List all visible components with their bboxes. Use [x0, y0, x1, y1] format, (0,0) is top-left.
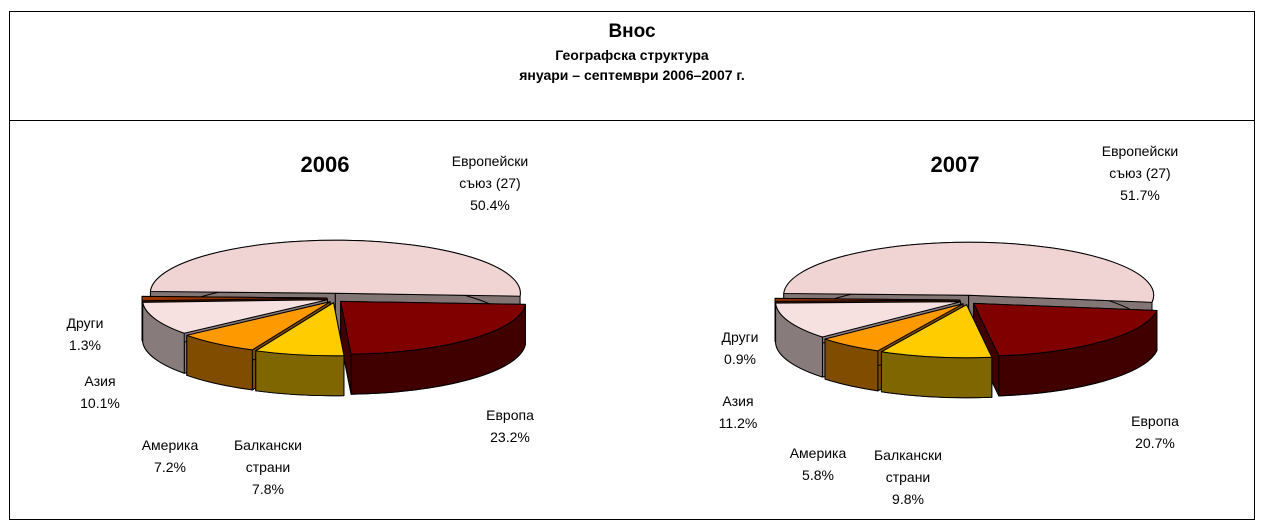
slice-label: Европа: [1131, 413, 1179, 429]
slice-label: Европейски съюз (27): [452, 153, 528, 191]
slice-top: [142, 299, 329, 334]
slice-label: Други: [721, 329, 758, 345]
slice-value-label: 50.4%: [470, 197, 510, 213]
slice: [340, 300, 526, 395]
slice-value-label: 7.8%: [252, 481, 284, 497]
slice-value-label: 7.2%: [154, 459, 186, 475]
slice-label: Азия: [722, 393, 753, 409]
slice-value-label: 1.3%: [69, 337, 101, 353]
slice-value-label: 20.7%: [1135, 435, 1175, 451]
slice: [255, 302, 345, 397]
frame: [9, 11, 1255, 520]
slice-label: Европа: [486, 407, 534, 423]
chart-title: 2007: [931, 152, 980, 177]
slice-value-label: 0.9%: [724, 351, 756, 367]
slice-label: Европейски съюз (27): [1102, 143, 1178, 181]
slice-top: [186, 301, 331, 351]
slice-label: Америка: [142, 437, 199, 453]
slice-label: Други: [66, 315, 103, 331]
slice-value-label: 10.1%: [80, 395, 120, 411]
slice-top: [141, 295, 328, 302]
slice-top: [880, 304, 993, 359]
slice-rim: [880, 351, 993, 399]
slice-value-label: 5.8%: [802, 467, 834, 483]
slice-top: [774, 297, 961, 302]
slice-label: Балкански страни: [874, 447, 942, 485]
slice-label: Балкански страни: [234, 437, 302, 475]
slice: [973, 302, 1158, 397]
slice-value-label: 23.2%: [490, 429, 530, 445]
slice-rim: [255, 350, 345, 397]
slice-value-label: 11.2%: [719, 415, 758, 431]
slice-value-label: 51.7%: [1120, 187, 1160, 203]
slice-top: [255, 302, 345, 357]
chart-title: 2006: [301, 152, 350, 177]
slice-top: [783, 241, 1155, 303]
slice-top: [149, 239, 521, 297]
header-title: Внос: [608, 21, 656, 42]
header-subtitle: Географска структура: [555, 47, 709, 63]
slice-top: [340, 300, 526, 355]
header-period: януари – септември 2006–2007 г.: [519, 67, 745, 83]
slice-top: [824, 303, 964, 352]
slice-top: [775, 301, 962, 338]
slice-value-label: 9.8%: [892, 491, 924, 507]
slice: [880, 304, 993, 399]
slice-label: Америка: [790, 445, 847, 461]
slice-top: [973, 302, 1158, 357]
slice-label: Азия: [84, 373, 115, 389]
